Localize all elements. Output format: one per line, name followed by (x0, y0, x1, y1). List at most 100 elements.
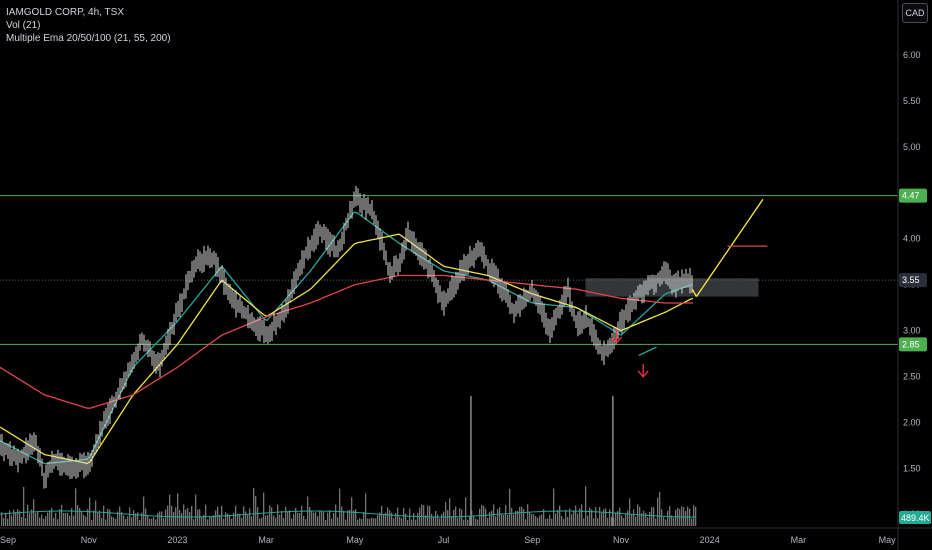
volume-bar (115, 518, 117, 526)
volume-bar (365, 493, 367, 526)
volume-bar (7, 518, 9, 526)
volume-bar (339, 488, 341, 526)
volume-bar (431, 513, 433, 526)
price-tick-label: 4.00 (903, 234, 921, 244)
volume-bar (315, 512, 317, 526)
volume-bar (321, 510, 323, 526)
volume-bar (503, 515, 505, 526)
currency-button[interactable]: CAD (902, 3, 928, 23)
projection-line (695, 198, 764, 297)
volume-bar (417, 513, 419, 526)
volume-bar (203, 514, 205, 526)
volume-bar (403, 507, 405, 526)
volume-bar (585, 486, 587, 526)
price-series (0, 185, 693, 489)
volume-bar (19, 511, 21, 526)
volume-bar (195, 494, 197, 526)
volume-bar (661, 509, 663, 526)
volume-bar (553, 488, 555, 526)
volume-bar (451, 516, 453, 526)
volume-bar (271, 507, 273, 526)
volume-bar (621, 515, 623, 526)
volume-bar (211, 516, 213, 526)
volume-bar (333, 513, 335, 526)
ema-legend[interactable]: Multiple Ema 20/50/100 (21, 55, 200) (6, 33, 171, 44)
volume-bar (267, 514, 269, 526)
volume-bar (429, 506, 431, 526)
volume-legend[interactable]: Vol (21) (6, 20, 41, 31)
price-tick-label: 3.00 (903, 326, 921, 336)
volume-bar (73, 515, 75, 526)
volume-bar (433, 517, 435, 526)
volume-bar (691, 518, 693, 526)
volume-bar (83, 514, 85, 526)
time-tick-label: Nov (81, 535, 98, 545)
price-level-tag (899, 337, 927, 352)
volume-bar (671, 515, 673, 526)
volume-bar (53, 517, 55, 526)
last-price-tag (899, 273, 927, 288)
volume-bar (5, 512, 7, 526)
volume-bar (305, 519, 307, 526)
volume-bar (515, 511, 517, 526)
volume-bar (581, 504, 583, 526)
volume-bar (505, 504, 507, 526)
volume-bar (281, 511, 283, 526)
volume-bar (657, 497, 659, 526)
volume-bar (449, 498, 451, 526)
volume-bar (275, 517, 277, 526)
volume-bar (601, 512, 603, 526)
volume-bar (635, 516, 637, 526)
volume-bar (681, 506, 683, 526)
volume-bar (541, 514, 543, 526)
volume-bar (151, 518, 153, 526)
volume-bar (457, 517, 459, 526)
volume-bar (659, 491, 661, 526)
volume-bar (139, 519, 141, 526)
volume-bar (85, 516, 87, 526)
volume-bar (257, 507, 259, 526)
volume-bar (167, 505, 169, 526)
volume-bar (649, 511, 651, 526)
volume-bar (1, 512, 3, 526)
volume-bar (421, 504, 423, 526)
volume-bar (519, 507, 521, 526)
volume-bar (243, 506, 245, 526)
volume-bar (311, 511, 313, 526)
volume-bar (673, 517, 675, 526)
volume-bar (113, 517, 115, 526)
volume-bar (625, 513, 627, 526)
volume-bar (209, 517, 211, 526)
volume-bar (9, 510, 11, 526)
volume-bar (521, 506, 523, 526)
volume-bar (317, 516, 319, 526)
volume-bar (329, 510, 331, 526)
volume-bar (477, 519, 479, 526)
volume-bar (531, 513, 533, 526)
volume-bar (33, 499, 35, 526)
volume-bar (483, 505, 485, 526)
volume-bar (627, 510, 629, 526)
volume-bar (143, 496, 145, 526)
volume-bar (399, 516, 401, 526)
volume-bar (617, 511, 619, 526)
volume-bar (537, 517, 539, 526)
symbol-title[interactable]: IAMGOLD CORP, 4h, TSX (6, 7, 125, 18)
volume-bar (35, 512, 37, 526)
volume-bar (323, 512, 325, 526)
ema-55-line (0, 233, 694, 465)
volume-bar (607, 517, 609, 526)
volume-bar (383, 514, 385, 526)
volume-bar (361, 519, 363, 526)
volume-bar (213, 515, 215, 526)
volume-bar (25, 518, 27, 526)
volume-bar (269, 505, 271, 526)
price-level-tag-label: 2.85 (902, 339, 920, 349)
volume-bar (631, 514, 633, 526)
volume-bar (327, 512, 329, 526)
volume-bar (391, 512, 393, 526)
volume-bar (135, 513, 137, 526)
volume-bar (461, 509, 463, 526)
volume-bar (71, 508, 73, 526)
